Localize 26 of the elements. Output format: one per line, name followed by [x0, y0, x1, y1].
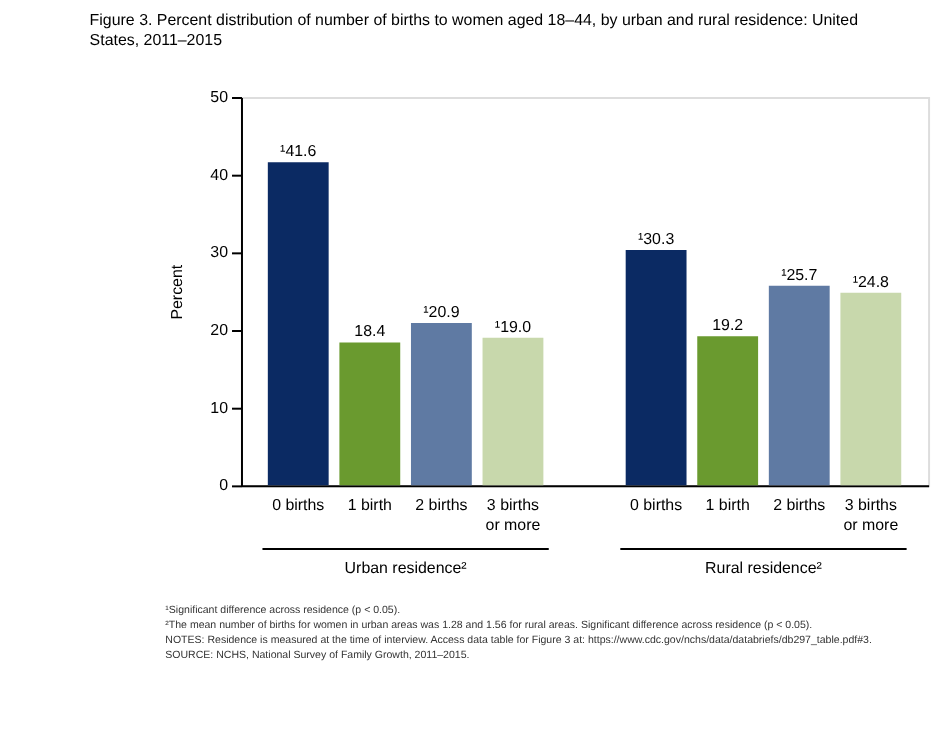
y-tick-label: 20 [210, 321, 230, 339]
x-tick-label: 1 birth [347, 496, 392, 515]
x-tick-label: 0 births [272, 496, 325, 515]
data-label: 19.2 [712, 316, 745, 335]
x-tick-label: 2 births [415, 496, 468, 515]
x-tick-label: 3 births or more [485, 496, 542, 535]
y-tick-label: 0 [219, 476, 230, 495]
y-tick-label: 50 [210, 87, 230, 106]
x-tick-label: 2 births [773, 496, 826, 515]
data-label: ¹41.6 [280, 142, 318, 161]
data-label: ¹19.0 [494, 317, 533, 336]
x-tick-label: 3 births or more [843, 496, 900, 535]
x-tick-label: 1 birth [705, 496, 750, 515]
data-label: ¹30.3 [637, 230, 676, 249]
data-label: 18.4 [354, 322, 387, 341]
data-label: ¹20.9 [423, 303, 461, 322]
y-tick-label: 10 [210, 398, 230, 417]
y-tick-label: 30 [210, 243, 230, 262]
chart-title: Figure 3. Percent distribution of number of births to women aged 18–44, by urban and rural residence: United States, 2011–2015 [89, 11, 858, 50]
text: Rural residence² [705, 559, 823, 577]
data-label: ¹25.7 [781, 265, 819, 284]
data-label: ¹24.8 [852, 272, 891, 291]
y-axis-title: Percent [168, 263, 187, 320]
x-tick-label: 0 births [630, 496, 683, 515]
y-tick-label: 40 [210, 165, 230, 184]
text: Urban residence² [344, 559, 468, 577]
